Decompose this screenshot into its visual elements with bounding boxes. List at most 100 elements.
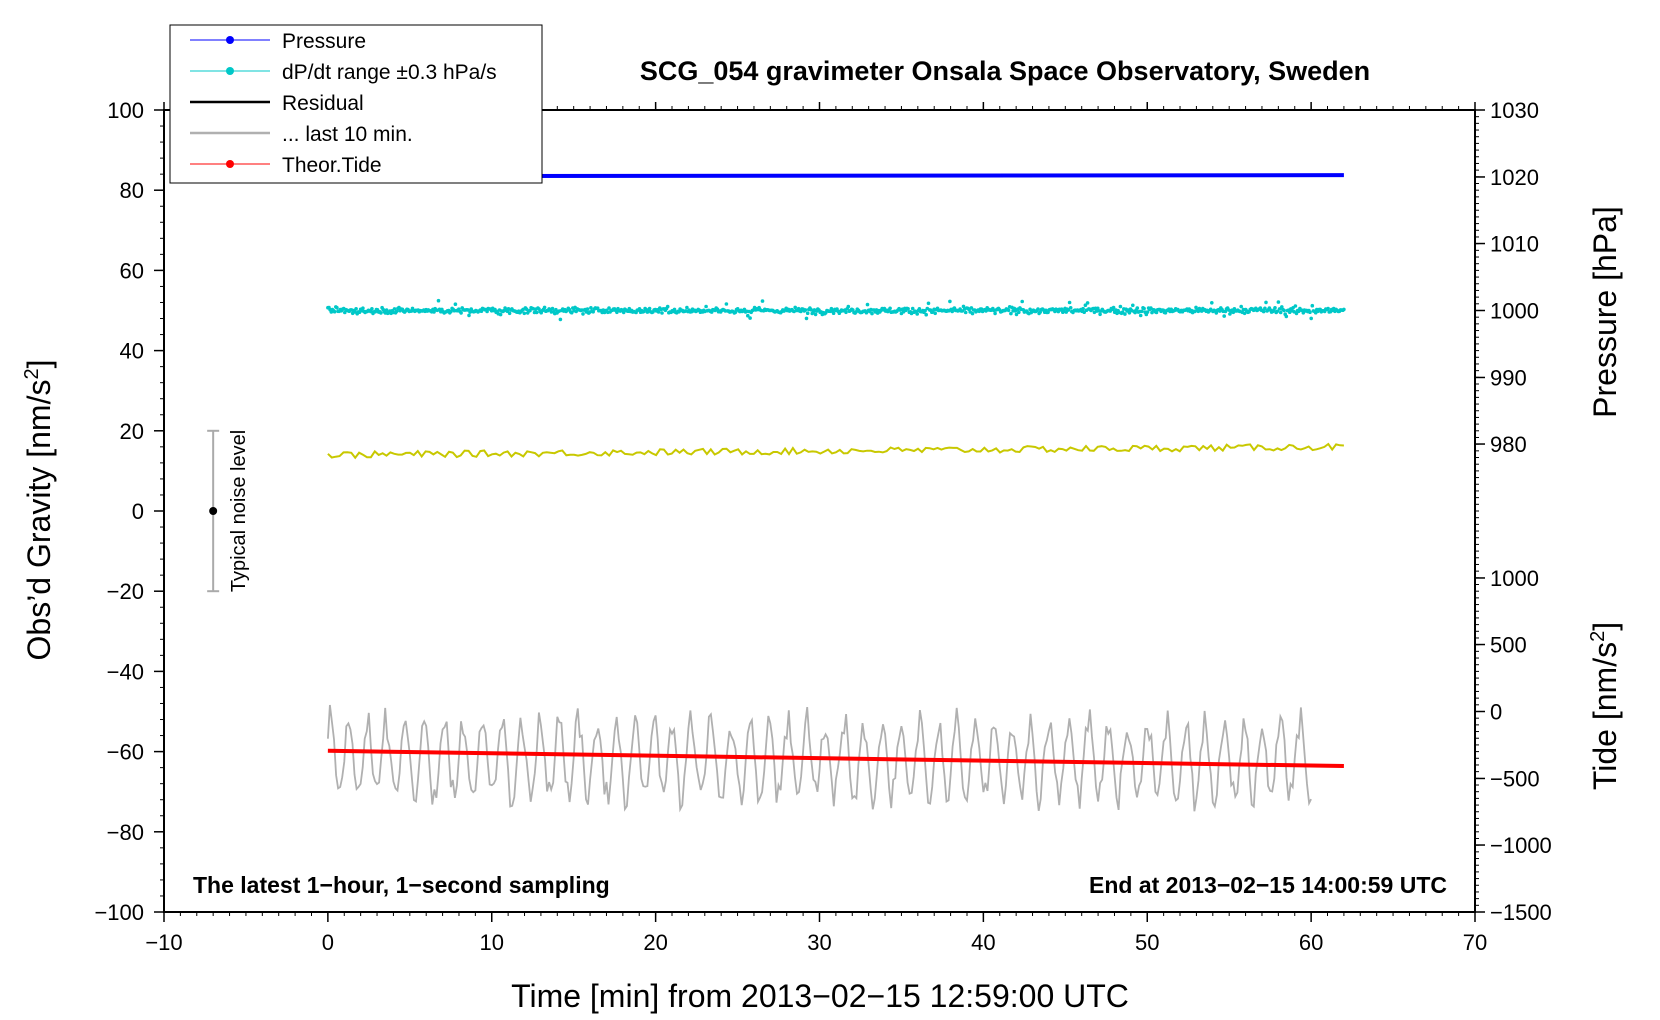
dpdt-point: [1280, 305, 1284, 309]
dpdt-point: [1066, 308, 1071, 312]
dpdt-point: [926, 301, 931, 306]
dpdt-point: [354, 307, 358, 311]
dpdt-point: [1085, 301, 1090, 305]
dpdt-point: [591, 310, 595, 314]
dpdt-point: [370, 307, 374, 311]
dpdt-point: [933, 311, 937, 316]
dpdt-point: [534, 310, 539, 315]
x-tick-label: 20: [643, 930, 667, 955]
noise-label: Typical noise level: [228, 430, 250, 592]
pressure-tick-label: 1000: [1490, 299, 1539, 324]
dpdt-point: [558, 317, 563, 322]
dpdt-point: [1017, 310, 1021, 315]
annotation-end-time: End at 2013−02−15 14:00:59 UTC: [1089, 872, 1447, 898]
dpdt-point: [589, 306, 593, 310]
legend: Pressure dP/dt range ±0.3 hPa/s Residual..…: [169, 24, 543, 184]
dpdt-point: [865, 302, 870, 307]
dpdt-point: [550, 306, 555, 311]
dpdt-point: [1309, 316, 1313, 321]
dpdt-point: [335, 305, 339, 310]
pressure-tick-label: 1010: [1490, 232, 1539, 257]
dpdt-point: [479, 309, 484, 314]
y-tick-label: 0: [132, 499, 144, 524]
dpdt-point: [1118, 304, 1123, 309]
dpdt-point: [1135, 306, 1140, 310]
dpdt-point: [685, 305, 689, 310]
dpdt-point: [724, 302, 729, 306]
dpdt-point: [1263, 306, 1267, 311]
dpdt-point: [392, 307, 397, 311]
x-axis-label: Time [min] from 2013−02−15 12:59:00 UTC: [511, 978, 1129, 1014]
dpdt-point: [813, 312, 818, 317]
dpdt-point: [384, 308, 389, 312]
dpdt-point: [851, 308, 855, 312]
dpdt-point: [1140, 309, 1144, 314]
legend-swatch-dot: [226, 160, 234, 168]
dpdt-point: [888, 306, 892, 311]
dpdt-point: [910, 306, 915, 311]
dpdt-point: [436, 298, 441, 303]
dpdt-point: [1111, 305, 1116, 310]
dpdt-point: [993, 311, 997, 316]
dpdt-point: [1036, 307, 1040, 311]
dpdt-point: [585, 307, 590, 311]
y-tick-label: 20: [120, 419, 144, 444]
dpdt-point: [466, 308, 470, 312]
dpdt-point: [805, 311, 810, 316]
x-tick-label: 60: [1299, 930, 1323, 955]
dpdt-point: [542, 305, 547, 310]
dpdt-point: [1098, 312, 1102, 317]
y-axis-label-gravity: Obs’d Gravity [nm/s2]: [21, 360, 57, 661]
dpdt-point: [1150, 310, 1154, 315]
series-last-10-min: [327, 704, 1312, 813]
dpdt-point: [746, 313, 750, 318]
dpdt-point: [1006, 308, 1011, 313]
dpdt-point: [672, 307, 677, 312]
dpdt-point: [522, 311, 527, 316]
pressure-tick-label: 1030: [1490, 98, 1539, 123]
dpdt-point: [1131, 303, 1135, 308]
dpdt-point: [1326, 306, 1330, 311]
dpdt-point: [870, 311, 874, 316]
dpdt-point: [1310, 303, 1315, 308]
dpdt-point: [970, 311, 975, 316]
dpdt-point: [485, 309, 489, 314]
dpdt-point: [1145, 310, 1150, 314]
dpdt-point: [453, 302, 458, 307]
dpdt-point: [924, 312, 928, 317]
tide-tick-label: 0: [1490, 700, 1502, 725]
chart-title: SCG_054 gravimeter Onsala Space Observat…: [640, 56, 1370, 86]
dpdt-point: [1293, 304, 1298, 308]
y-tick-label: 80: [120, 178, 144, 203]
dpdt-point: [607, 306, 611, 310]
y-axis-pressure: 1030 1020 1010 1000 990 980: [1475, 98, 1539, 913]
dpdt-point: [961, 304, 966, 309]
tide-tick-label: −500: [1490, 766, 1540, 791]
noise-center-dot: [209, 507, 218, 515]
dpdt-point: [1210, 301, 1214, 305]
y-tick-label: 60: [120, 258, 144, 283]
x-tick-label: 40: [971, 930, 995, 955]
dpdt-point: [733, 310, 738, 315]
dpdt-point: [1308, 310, 1312, 315]
y-tick-label: −60: [107, 740, 144, 765]
dpdt-point: [449, 309, 453, 314]
dpdt-point: [915, 312, 919, 316]
noise-level-marker: Typical noise level: [207, 429, 250, 593]
tide-tick-label: 1000: [1490, 566, 1539, 591]
pressure-tick-label: 980: [1490, 432, 1527, 457]
dpdt-point: [621, 310, 626, 315]
y-axis-label-pressure: Pressure [hPa]: [1587, 206, 1623, 418]
dpdt-point: [1264, 300, 1268, 305]
y-axis-label-gravity-sup: 2: [21, 368, 43, 379]
series-residual-smoothed: [327, 442, 1344, 460]
y-axis-label-tide-sup: 2: [1587, 631, 1609, 642]
pressure-tick-label: 990: [1490, 365, 1527, 390]
legend-label: Theor.Tide: [282, 154, 382, 177]
dpdt-point: [1242, 311, 1247, 316]
pressure-tick-label: 1020: [1490, 165, 1539, 190]
dpdt-point: [507, 311, 512, 316]
dpdt-point: [844, 310, 848, 315]
dpdt-point: [1009, 311, 1013, 316]
